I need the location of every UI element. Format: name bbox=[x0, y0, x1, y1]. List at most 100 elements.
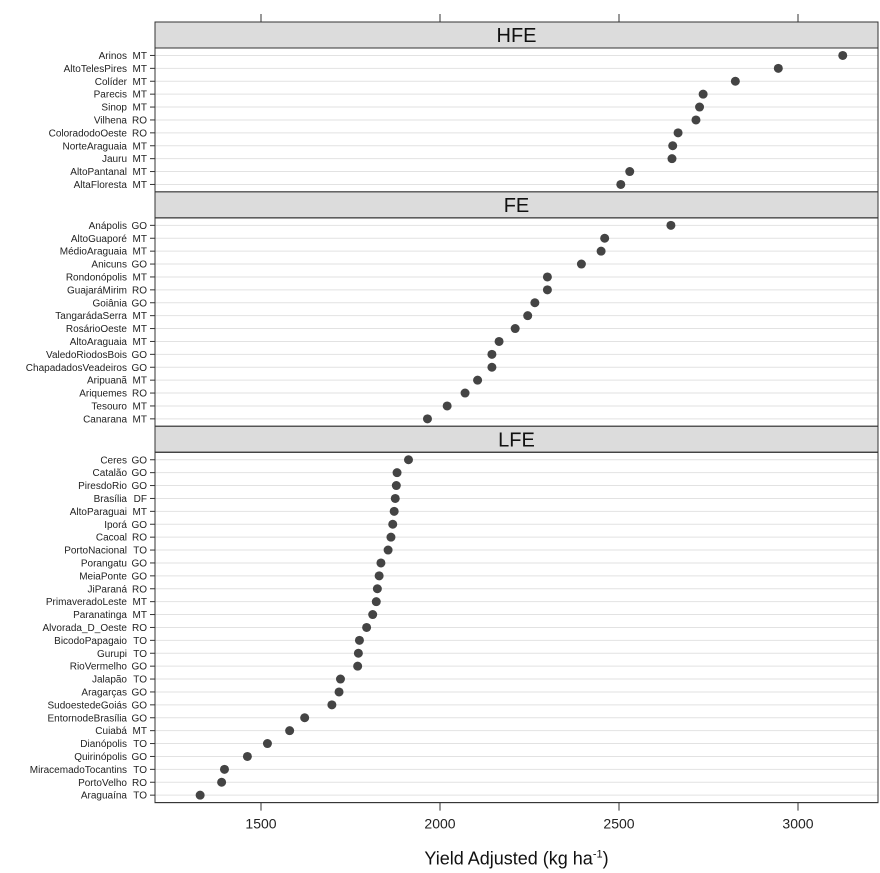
data-point bbox=[600, 233, 610, 243]
y-tick-label-state: GO bbox=[131, 571, 147, 582]
y-tick-label-place: SudoestedeGoiás bbox=[47, 700, 127, 711]
data-point bbox=[494, 336, 504, 346]
data-point bbox=[374, 571, 384, 581]
x-tick-label: 2500 bbox=[603, 816, 634, 832]
data-point bbox=[386, 532, 396, 542]
y-tick-label-state: GO bbox=[131, 260, 147, 271]
y-tick-label-state: GO bbox=[131, 713, 147, 724]
data-point bbox=[673, 128, 683, 138]
y-tick-label-place: PrimaveradoLeste bbox=[46, 597, 128, 608]
y-tick-label-place: Cacoal bbox=[96, 533, 127, 544]
data-point bbox=[691, 115, 701, 125]
data-point bbox=[335, 674, 345, 684]
data-point bbox=[300, 713, 310, 723]
y-tick-label-place: Ceres bbox=[100, 455, 127, 466]
y-tick-label-place: AltoParaguai bbox=[70, 507, 127, 518]
y-tick-label-place: Jalapão bbox=[92, 675, 127, 686]
y-tick-label-place: Aragarças bbox=[81, 687, 127, 698]
y-tick-label-place: ColoradodoOeste bbox=[49, 128, 128, 139]
data-point bbox=[334, 687, 344, 697]
y-tick-label-place: Tesouro bbox=[91, 401, 127, 412]
y-tick-label-place: Porangatu bbox=[81, 558, 127, 569]
data-point bbox=[219, 764, 229, 774]
y-tick-label-state: RO bbox=[132, 389, 147, 400]
data-point bbox=[668, 141, 678, 151]
data-point bbox=[368, 610, 378, 620]
y-tick-label-place: Gurupi bbox=[97, 649, 127, 660]
y-tick-label-place: Aripuanã bbox=[87, 376, 127, 387]
y-tick-label-place: Jauru bbox=[102, 154, 127, 165]
panel-strip bbox=[154, 21, 879, 49]
y-tick-label-place: Colíder bbox=[95, 77, 128, 88]
y-tick-label-state: RO bbox=[132, 533, 147, 544]
y-tick-label-state: MT bbox=[133, 507, 147, 518]
y-tick-label-state: MT bbox=[133, 154, 147, 165]
data-point bbox=[391, 481, 401, 491]
data-point bbox=[523, 311, 533, 321]
y-tick-label-state: TO bbox=[133, 675, 147, 686]
y-tick-label-place: Cuiabá bbox=[95, 726, 127, 737]
y-tick-label-place: Alvorada_D_Oeste bbox=[43, 623, 128, 634]
y-tick-label-place: Goiânia bbox=[93, 298, 128, 309]
data-point bbox=[327, 700, 337, 710]
y-tick-label-place: AltoGuaporé bbox=[71, 234, 128, 245]
y-tick-label-place: MédioAraguaia bbox=[60, 247, 128, 258]
data-point bbox=[487, 349, 497, 359]
data-point bbox=[362, 622, 372, 632]
data-point bbox=[442, 401, 452, 411]
y-tick-label-place: JiParaná bbox=[88, 584, 128, 595]
data-point bbox=[695, 102, 705, 112]
y-tick-label-place: MeiaPonte bbox=[79, 571, 127, 582]
y-tick-label-state: RO bbox=[132, 623, 147, 634]
data-point bbox=[376, 558, 386, 568]
x-axis-label-close: ) bbox=[603, 849, 609, 869]
data-point bbox=[625, 167, 635, 177]
y-tick-label-place: Parecis bbox=[94, 90, 127, 101]
data-point bbox=[371, 597, 381, 607]
y-tick-label-place: AltoTelesPires bbox=[64, 64, 127, 75]
y-tick-label-state: MT bbox=[133, 180, 147, 191]
y-tick-label-state: MT bbox=[133, 77, 147, 88]
y-tick-label-state: TO bbox=[133, 649, 147, 660]
y-tick-label-state: RO bbox=[132, 778, 147, 789]
y-tick-label-place: NorteAraguaia bbox=[63, 141, 128, 152]
x-tick-label: 1500 bbox=[245, 816, 276, 832]
y-tick-label-place: Ariquemes bbox=[79, 389, 127, 400]
y-tick-label-state: GO bbox=[131, 468, 147, 479]
y-tick-label-place: Brasília bbox=[94, 494, 128, 505]
y-tick-label-state: GO bbox=[131, 752, 147, 763]
y-tick-label-state: GO bbox=[131, 350, 147, 361]
y-tick-label-state: MT bbox=[133, 610, 147, 621]
y-tick-label-state: MT bbox=[133, 311, 147, 322]
y-tick-label-place: AltaFloresta bbox=[74, 180, 128, 191]
data-point bbox=[390, 493, 400, 503]
y-tick-label-place: Paranatinga bbox=[73, 610, 127, 621]
y-tick-label-place: Dianópolis bbox=[80, 739, 127, 750]
y-tick-label-state: GO bbox=[131, 558, 147, 569]
panel-strip bbox=[154, 191, 879, 219]
data-point bbox=[773, 63, 783, 73]
y-tick-label-place: Rondonópolis bbox=[66, 272, 127, 283]
y-tick-label-place: AltoPantanal bbox=[70, 167, 127, 178]
y-tick-label-state: DF bbox=[134, 494, 147, 505]
y-tick-label-state: TO bbox=[133, 546, 147, 557]
data-point bbox=[383, 545, 393, 555]
data-point bbox=[353, 648, 363, 658]
data-point bbox=[403, 455, 413, 465]
y-tick-label-state: GO bbox=[131, 687, 147, 698]
data-point bbox=[285, 726, 295, 736]
y-tick-label-state: RO bbox=[132, 584, 147, 595]
data-point bbox=[354, 635, 364, 645]
y-tick-label-state: GO bbox=[131, 700, 147, 711]
y-tick-label-state: GO bbox=[131, 662, 147, 673]
y-tick-label-place: EntornodeBrasília bbox=[48, 713, 128, 724]
y-tick-label-state: MT bbox=[133, 234, 147, 245]
data-point bbox=[510, 324, 520, 334]
panel-strip-label: HFE bbox=[497, 25, 537, 47]
data-point bbox=[388, 519, 398, 529]
x-tick-label: 2000 bbox=[424, 816, 455, 832]
y-tick-label-state: MT bbox=[133, 64, 147, 75]
data-point bbox=[542, 272, 552, 282]
y-tick-label-place: BicodoPapagaio bbox=[54, 636, 127, 647]
y-tick-label-place: ChapadadosVeadeiros bbox=[26, 363, 127, 374]
